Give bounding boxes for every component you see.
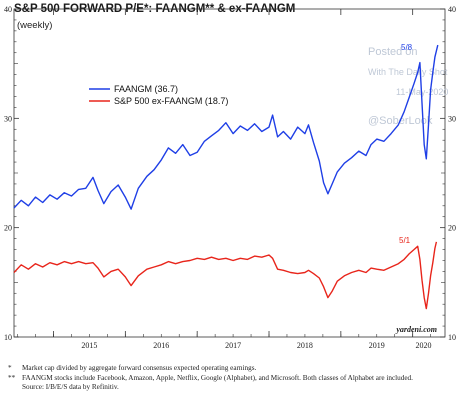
legend-label: S&P 500 ex-FAANGM (18.7) xyxy=(114,96,228,106)
y-tick-label-right: 30 xyxy=(448,114,456,123)
footnote-row: Source: I/B/E/S data by Refinitiv. xyxy=(8,383,460,393)
footnotes: * Market cap divided by aggregate forward… xyxy=(8,364,460,393)
footnote-mark: ** xyxy=(8,373,16,382)
x-tick-label: 2020 xyxy=(415,341,431,350)
y-axis-left: 10 20 30 40 xyxy=(4,5,19,342)
footnote-mark: * xyxy=(8,364,12,372)
x-tick-label: 2017 xyxy=(225,341,241,350)
chart-subtitle: (weekly) xyxy=(17,20,53,31)
footnote-mark xyxy=(8,383,22,393)
watermark-text: Posted on xyxy=(368,46,418,58)
y-tick-label-left: 40 xyxy=(4,5,12,14)
footnote-text: FAANGM stocks include Facebook, Amazon, … xyxy=(22,373,413,382)
ex-faangm-line xyxy=(13,241,438,310)
x-tick-label: 2016 xyxy=(153,341,169,350)
footnote-text: Source: I/B/E/S data by Refinitiv. xyxy=(22,383,119,392)
footnote-text: Market cap divided by aggregate forward … xyxy=(22,364,257,372)
x-axis: 2015 2016 2017 2018 2019 2020 xyxy=(17,9,431,350)
series-lines xyxy=(13,44,439,310)
y-axis-right: 10 20 30 40 xyxy=(440,5,456,342)
watermark-text: With The Daily Shot xyxy=(368,67,448,77)
end-labels: 5/8 5/1 xyxy=(399,43,413,245)
footnote-row: ** FAANGM stocks include Facebook, Amazon… xyxy=(8,374,460,384)
y-tick-label-left: 30 xyxy=(4,114,12,123)
source-credit: yardeni.com xyxy=(395,325,437,334)
y-tick-label-right: 20 xyxy=(448,224,456,233)
faangm-end-label: 5/8 xyxy=(401,43,413,52)
y-tick-label-left: 20 xyxy=(4,224,12,233)
legend-label: FAANGM (36.7) xyxy=(114,84,178,94)
x-tick-label: 2015 xyxy=(81,341,97,350)
watermark-text: 11-May-2020 xyxy=(396,87,448,97)
legend: FAANGM (36.7) S&P 500 ex-FAANGM (18.7) xyxy=(89,84,228,106)
y-tick-label-right: 10 xyxy=(448,333,456,342)
x-tick-label: 2018 xyxy=(297,341,313,350)
x-tick-label: 2019 xyxy=(369,341,385,350)
footnote-row: * Market cap divided by aggregate forward… xyxy=(8,364,460,374)
y-tick-label-left: 10 xyxy=(4,333,12,342)
ex-faangm-end-label: 5/1 xyxy=(399,236,411,245)
faangm-line xyxy=(13,44,439,210)
y-tick-label-right: 40 xyxy=(448,5,456,14)
plot-frame xyxy=(13,8,446,338)
